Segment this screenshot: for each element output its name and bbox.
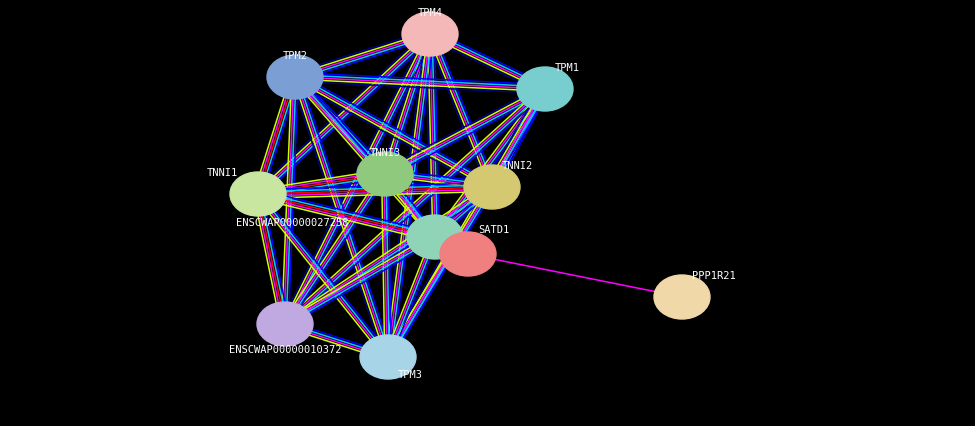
Text: ENSCWAP00000027258: ENSCWAP00000027258 bbox=[236, 218, 348, 227]
Text: TNNI1: TNNI1 bbox=[207, 167, 238, 178]
Ellipse shape bbox=[407, 216, 463, 259]
Ellipse shape bbox=[357, 153, 413, 196]
Text: TPM1: TPM1 bbox=[555, 63, 580, 73]
Ellipse shape bbox=[440, 233, 496, 276]
Text: PPP1R21: PPP1R21 bbox=[692, 271, 736, 280]
Text: SATD1: SATD1 bbox=[478, 225, 509, 234]
Text: TNNI3: TNNI3 bbox=[370, 148, 401, 158]
Ellipse shape bbox=[654, 275, 710, 319]
Text: TNNI2: TNNI2 bbox=[502, 161, 533, 170]
Ellipse shape bbox=[230, 173, 286, 216]
Ellipse shape bbox=[267, 56, 323, 100]
Ellipse shape bbox=[464, 166, 520, 210]
Ellipse shape bbox=[257, 302, 313, 346]
Text: TPM2: TPM2 bbox=[283, 51, 307, 61]
Text: TPM4: TPM4 bbox=[417, 8, 443, 18]
Ellipse shape bbox=[360, 335, 416, 379]
Text: TPM3: TPM3 bbox=[398, 369, 423, 379]
Ellipse shape bbox=[402, 13, 458, 57]
Ellipse shape bbox=[517, 68, 573, 112]
Text: ENSCWAP00000010372: ENSCWAP00000010372 bbox=[229, 344, 341, 354]
